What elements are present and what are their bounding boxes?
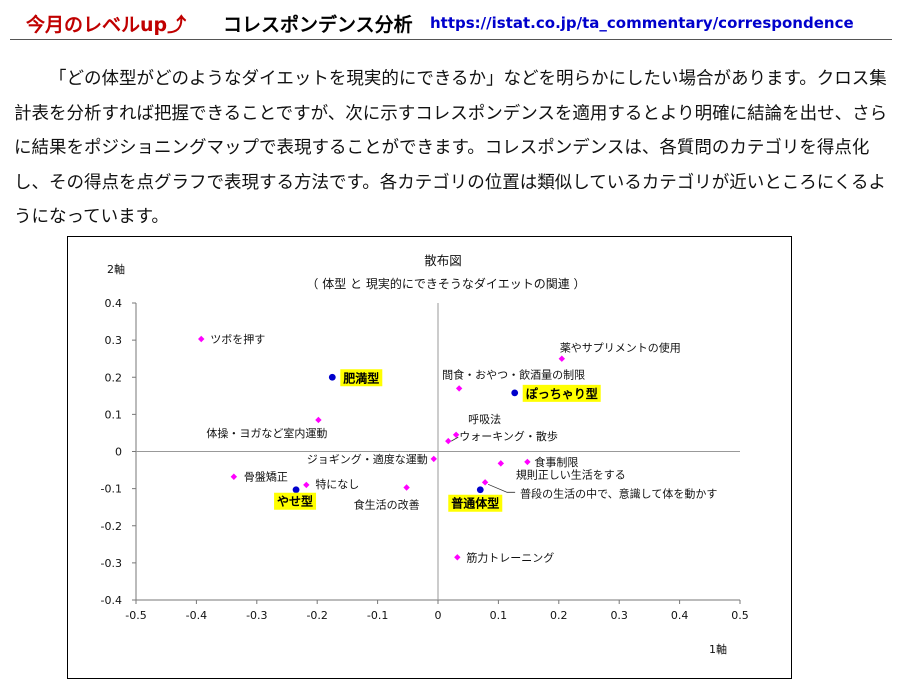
- diet-point-label: 規則正しい生活をする: [516, 467, 626, 481]
- chart-ticks: 0.40.30.20.10-0.1-0.2-0.3-0.4-0.5 -0.4 -0.…: [101, 297, 749, 622]
- body-type-label: 肥満型: [343, 370, 379, 385]
- page-header: 今月のレベルup⤴ コレスポンデンス分析 https://istat.co.jp…: [10, 6, 892, 40]
- y-tick-label: -0.2: [101, 520, 122, 533]
- diet-point-marker: [481, 479, 489, 486]
- diet-point-label: 呼吸法: [468, 412, 501, 426]
- diet-point-label: 間食・おやつ・飲酒量の制限: [442, 367, 585, 381]
- diet-series: ツボを押す薬やサプリメントの使用間食・おやつ・飲酒量の制限体操・ヨガなど室内運動…: [198, 332, 717, 564]
- body-type-label: ぽっちゃり型: [526, 386, 598, 401]
- diet-point-label: ツボを押す: [210, 332, 265, 346]
- diet-point-label: 食事制限: [534, 455, 578, 469]
- body-type-label: やせ型: [277, 494, 313, 509]
- paragraph-text: 「どの体型がどのようなダイエットを現実的にできるか」などを明らかにしたい場合があ…: [14, 69, 888, 227]
- body-type-label: 普通体型: [451, 496, 499, 511]
- diet-point-label: 普段の生活の中で、意識して体を動かす: [520, 486, 717, 500]
- x-tick-label: 0.5: [731, 609, 749, 622]
- body-type-point-marker: [511, 389, 519, 397]
- y-tick-label: -0.4: [101, 594, 122, 607]
- y-tick-label: -0.3: [101, 557, 122, 570]
- diet-point-label: 食生活の改善: [354, 498, 420, 512]
- body-type-point-marker: [292, 486, 300, 494]
- diet-point-marker: [303, 481, 310, 489]
- chart-canvas: 散布図 （ 体型 と 現実的にできそうなダイエットの関連 ） 2軸 1軸 0.4…: [101, 253, 749, 656]
- y-tick-label: 0.4: [105, 297, 123, 310]
- y-tick-label: 0: [115, 446, 122, 459]
- x-tick-label: 0.1: [490, 609, 508, 622]
- source-url-link[interactable]: https://istat.co.jp/ta_commentary/corres…: [430, 14, 854, 32]
- diet-point-marker: [315, 416, 322, 424]
- diet-point-label: ジョギング・適度な運動: [307, 452, 428, 466]
- x-tick-label: -0.5: [125, 609, 146, 622]
- x-tick-label: 0.2: [550, 609, 568, 622]
- diet-point-label: 体操・ヨガなど室内運動: [206, 426, 327, 440]
- y-tick-label: 0.3: [105, 334, 123, 347]
- y-tick-label: -0.1: [101, 483, 122, 496]
- x-tick-label: -0.1: [367, 609, 388, 622]
- x-tick-label: 0: [435, 609, 442, 622]
- x-axis-label: 1軸: [709, 642, 727, 656]
- y-tick-label: 0.2: [105, 371, 123, 384]
- diet-point-label: 骨盤矯正: [244, 470, 288, 484]
- diet-point-marker: [452, 431, 460, 438]
- x-tick-label: 0.3: [610, 609, 628, 622]
- y-tick-label: 0.1: [105, 408, 123, 421]
- y-axis-label: 2軸: [107, 262, 125, 276]
- diet-point-marker: [497, 460, 505, 467]
- diet-point-label: 筋力トレーニング: [466, 550, 554, 564]
- body-type-label-highlight: [448, 494, 503, 512]
- diet-point-marker: [403, 484, 410, 491]
- body-type-label-highlight: [340, 369, 383, 387]
- label-leader-line: [487, 483, 516, 493]
- diet-point-marker: [524, 458, 531, 466]
- body-type-label-highlight: [274, 492, 317, 510]
- page-title: コレスポンデンス分析: [223, 14, 413, 36]
- diet-point-label: 特になし: [315, 477, 359, 491]
- body-type-label-highlight: [522, 384, 601, 402]
- diet-point-marker: [558, 355, 566, 362]
- diet-point-marker: [445, 437, 452, 445]
- chart-title: 散布図: [424, 253, 462, 268]
- body-paragraph: 「どの体型がどのようなダイエットを現実的にできるか」などを明らかにしたい場合があ…: [14, 62, 888, 235]
- x-tick-label: 0.4: [671, 609, 689, 622]
- scatter-chart: 散布図 （ 体型 と 現実的にできそうなダイエットの関連 ） 2軸 1軸 0.4…: [67, 236, 792, 679]
- x-tick-label: -0.2: [306, 609, 327, 622]
- diet-point-marker: [430, 455, 437, 463]
- section-label: 今月のレベルup⤴: [26, 14, 187, 36]
- diet-point-marker: [198, 335, 205, 343]
- body-type-point-marker: [476, 486, 484, 494]
- x-tick-label: -0.4: [186, 609, 207, 622]
- body-type-point-marker: [328, 373, 336, 381]
- x-tick-label: -0.3: [246, 609, 267, 622]
- diet-point-marker: [230, 473, 238, 480]
- chart-subtitle: （ 体型 と 現実的にできそうなダイエットの関連 ）: [306, 276, 585, 291]
- label-leader-line: [451, 436, 459, 442]
- diet-point-marker: [455, 385, 463, 392]
- diet-point-label: 薬やサプリメントの使用: [560, 342, 681, 355]
- diet-point-label: ウォーキング・散歩: [459, 429, 558, 443]
- diet-point-marker: [454, 554, 461, 561]
